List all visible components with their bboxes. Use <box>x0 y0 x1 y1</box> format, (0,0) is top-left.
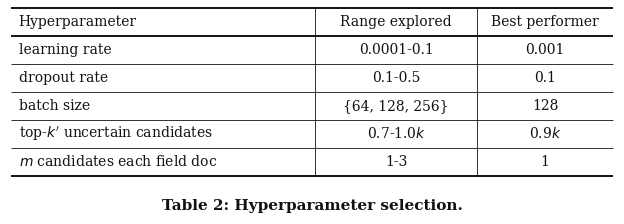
Text: Hyperparameter: Hyperparameter <box>19 15 137 29</box>
Text: 0.7-1.0$k$: 0.7-1.0$k$ <box>366 126 426 141</box>
Text: 1: 1 <box>540 155 550 169</box>
Text: {64, 128, 256}: {64, 128, 256} <box>343 99 449 113</box>
Text: 0.9$k$: 0.9$k$ <box>529 126 562 141</box>
Text: batch size: batch size <box>19 99 90 113</box>
Text: 1-3: 1-3 <box>385 155 407 169</box>
Text: top-$k'$ uncertain candidates: top-$k'$ uncertain candidates <box>19 125 213 143</box>
Text: Table 2: Hyperparameter selection.: Table 2: Hyperparameter selection. <box>162 199 462 213</box>
Text: $m$ candidates each field doc: $m$ candidates each field doc <box>19 154 217 169</box>
Text: 0.001: 0.001 <box>525 43 565 57</box>
Text: 0.1-0.5: 0.1-0.5 <box>372 71 421 85</box>
Text: 128: 128 <box>532 99 558 113</box>
Text: 0.0001-0.1: 0.0001-0.1 <box>359 43 434 57</box>
Text: Range explored: Range explored <box>341 15 452 29</box>
Text: learning rate: learning rate <box>19 43 111 57</box>
Text: 0.1: 0.1 <box>534 71 556 85</box>
Text: Best performer: Best performer <box>491 15 599 29</box>
Text: dropout rate: dropout rate <box>19 71 108 85</box>
